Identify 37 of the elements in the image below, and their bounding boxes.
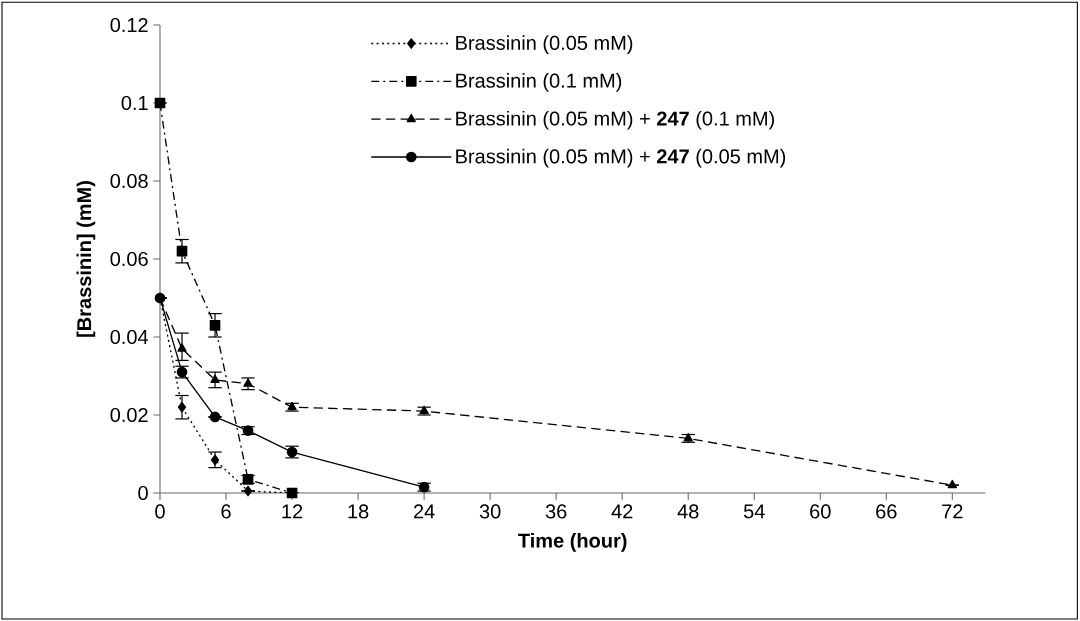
- x-tick-label: 12: [282, 504, 303, 519]
- point: [154, 97, 166, 109]
- x-tick-label: 18: [348, 504, 369, 519]
- y-tick-label: 0.04: [110, 329, 149, 345]
- x-tick-label: 72: [942, 504, 963, 519]
- x-tick-label: 36: [545, 504, 567, 519]
- legend-label: Brassinin (0.05 mM) + 247 (0.05 mM): [456, 148, 786, 168]
- y-tick-label: 0.08: [110, 173, 148, 189]
- x-tick-label: 48: [677, 504, 699, 519]
- point: [209, 411, 221, 423]
- point: [176, 245, 188, 257]
- point: [947, 479, 958, 489]
- x-axis-title: Time (hour): [518, 533, 627, 552]
- legend-label: Brassinin (0.1 mM): [456, 73, 622, 92]
- x-tick-label: 0: [155, 504, 165, 519]
- y-tick-label: 0: [138, 485, 148, 501]
- y-tick-label: 0.12: [110, 17, 148, 33]
- point: [154, 292, 166, 304]
- legend-label: Brassinin (0.05 mM): [456, 35, 633, 54]
- x-tick-label: 54: [743, 504, 765, 519]
- x-tick-label: 6: [221, 504, 231, 519]
- x-tick-label: 42: [611, 504, 633, 519]
- point: [177, 401, 187, 413]
- y-tick-label: 0.02: [110, 407, 148, 423]
- point: [243, 485, 253, 497]
- x-tick-label: 60: [810, 504, 831, 519]
- x-tick-label: 24: [413, 504, 435, 519]
- x-tick-label: 30: [479, 504, 501, 519]
- point: [177, 343, 187, 352]
- y-tick-label: 0.1: [121, 95, 148, 111]
- y-tick-label: 0.06: [110, 251, 148, 267]
- y-axis-title: [Brassinin] (mM): [76, 181, 96, 337]
- x-tick-label: 66: [876, 504, 897, 519]
- point: [243, 378, 253, 387]
- legend-label: Brassinin (0.05 mM) + 247 (0.1 mM): [456, 110, 774, 130]
- point: [209, 319, 221, 331]
- point: [286, 487, 298, 499]
